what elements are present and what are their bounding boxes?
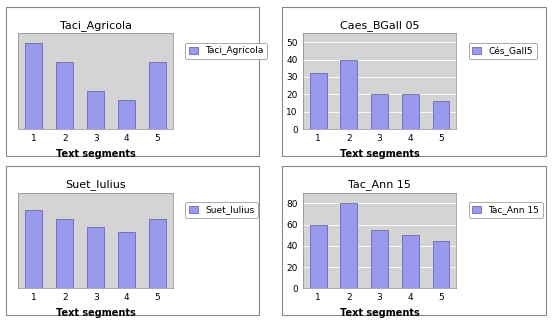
Bar xyxy=(25,43,42,129)
Title: Suet_Iulius: Suet_Iulius xyxy=(65,179,126,190)
Bar xyxy=(87,91,104,129)
Bar xyxy=(87,227,104,288)
Bar xyxy=(341,203,357,288)
Bar xyxy=(56,219,73,288)
X-axis label: Text segments: Text segments xyxy=(339,149,420,159)
Bar xyxy=(371,94,388,129)
X-axis label: Text segments: Text segments xyxy=(56,308,136,318)
Legend: Cés_Gall5: Cés_Gall5 xyxy=(469,43,537,59)
Legend: Suet_Iulius: Suet_Iulius xyxy=(185,202,258,218)
Bar xyxy=(433,101,449,129)
Bar xyxy=(310,73,327,129)
Bar xyxy=(310,225,327,288)
Bar xyxy=(149,219,166,288)
Title: Taci_Agricola: Taci_Agricola xyxy=(60,20,132,31)
Bar xyxy=(402,235,419,288)
Bar xyxy=(118,232,135,288)
Legend: Tac_Ann 15: Tac_Ann 15 xyxy=(469,202,543,218)
Legend: Taci_Agricola: Taci_Agricola xyxy=(185,43,267,59)
Bar xyxy=(25,210,42,288)
Bar xyxy=(433,240,449,288)
Bar xyxy=(149,62,166,129)
Bar xyxy=(341,59,357,129)
Bar xyxy=(118,100,135,129)
Bar xyxy=(56,62,73,129)
Bar xyxy=(402,94,419,129)
X-axis label: Text segments: Text segments xyxy=(339,308,420,318)
Bar xyxy=(371,230,388,288)
Title: Tac_Ann 15: Tac_Ann 15 xyxy=(348,179,411,190)
Title: Caes_BGall 05: Caes_BGall 05 xyxy=(340,20,420,31)
X-axis label: Text segments: Text segments xyxy=(56,149,136,159)
